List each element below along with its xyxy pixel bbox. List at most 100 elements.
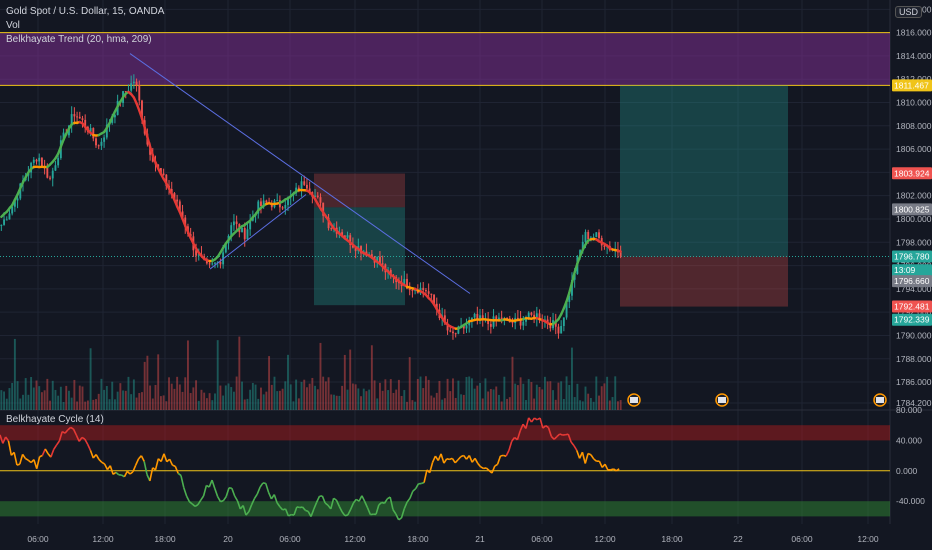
volume-bar xyxy=(552,390,554,410)
volume-legend[interactable]: Vol xyxy=(6,20,20,31)
volume-bar xyxy=(203,392,206,410)
cycle-segment xyxy=(103,463,109,470)
candle-body xyxy=(262,200,265,207)
cycle-segment xyxy=(264,483,270,493)
volume-bar xyxy=(46,378,49,410)
volume-bar xyxy=(270,384,273,410)
volume-bar xyxy=(560,381,563,410)
cycle-segment xyxy=(236,500,242,510)
candle-body xyxy=(216,261,219,263)
long-stop-box xyxy=(620,256,788,307)
cycle-segment xyxy=(185,495,191,503)
price-label-box xyxy=(892,203,932,216)
volume-bar xyxy=(76,401,79,410)
price-tick-label: 1800.000 xyxy=(896,214,932,224)
candle-body xyxy=(598,232,600,239)
cycle-segment xyxy=(33,459,38,469)
volume-bar xyxy=(284,381,287,410)
time-tick-label: 12:00 xyxy=(594,534,616,544)
volume-bar xyxy=(273,376,276,410)
candle-body xyxy=(560,325,563,334)
volume-bar xyxy=(484,378,487,410)
volume-bar xyxy=(132,379,135,410)
volume-bar xyxy=(598,395,600,410)
cycle-segment xyxy=(556,433,561,438)
candle-body xyxy=(470,317,473,321)
volume-bar xyxy=(111,381,114,410)
cycle-segment xyxy=(231,487,236,497)
price-label-box xyxy=(892,275,932,288)
price-label-box xyxy=(892,264,932,277)
cycle-segment xyxy=(587,452,592,456)
volume-bar xyxy=(68,390,70,410)
cycle-segment xyxy=(519,423,524,432)
candle-body xyxy=(554,320,557,327)
cycle-segment xyxy=(590,454,595,460)
volume-bar xyxy=(268,356,271,410)
volume-bar xyxy=(127,376,130,410)
candle-body xyxy=(430,293,433,295)
cycle-tick-label: 40.000 xyxy=(896,435,922,445)
volume-bar xyxy=(395,389,398,410)
candle-body xyxy=(562,317,565,326)
volume-bar xyxy=(333,394,335,410)
cycle-segment xyxy=(530,417,536,423)
time-tick-label: 06:00 xyxy=(279,534,301,544)
candle-body xyxy=(214,262,216,264)
volume-bar xyxy=(16,381,19,410)
volume-bar xyxy=(287,354,289,410)
volume-bar xyxy=(557,382,560,410)
cycle-segment xyxy=(217,496,222,503)
volume-bar xyxy=(322,376,325,410)
candle-body xyxy=(349,235,352,245)
trend-indicator-legend[interactable]: Belkhayate Trend (20, hma, 209) xyxy=(6,34,152,45)
cycle-segment xyxy=(347,509,352,516)
trend-segment xyxy=(570,271,576,284)
candle-body xyxy=(235,221,238,225)
candle-body xyxy=(132,81,135,84)
volume-bar xyxy=(19,398,22,410)
trend-segment xyxy=(140,117,146,129)
cycle-segment xyxy=(366,507,372,515)
price-tick-label: 1794.000 xyxy=(896,284,932,294)
cycle-segment xyxy=(115,471,120,476)
cycle-segment xyxy=(75,434,80,442)
cycle-segment xyxy=(78,436,83,442)
volume-bar xyxy=(568,384,571,410)
volume-bar xyxy=(192,387,195,410)
trend-segment xyxy=(181,217,187,228)
cycle-segment xyxy=(412,488,417,492)
volume-bar xyxy=(416,378,419,410)
candle-body xyxy=(243,227,246,240)
candle-body xyxy=(619,252,622,257)
cycle-segment xyxy=(95,454,100,460)
volume-bar xyxy=(465,376,468,410)
trend-segment xyxy=(148,145,154,157)
position-stop-box xyxy=(314,173,405,208)
volume-bar xyxy=(57,395,60,410)
cycle-segment xyxy=(338,506,343,513)
volume-bar xyxy=(368,389,371,410)
trend-segment xyxy=(135,102,141,112)
cycle-segment xyxy=(288,513,292,517)
volume-bar xyxy=(414,401,417,410)
candle-body xyxy=(92,128,95,139)
volume-bar xyxy=(278,390,281,410)
candle-body xyxy=(346,235,349,238)
currency-button[interactable]: USD xyxy=(894,6,922,18)
cycle-indicator-legend[interactable]: Belkhayate Cycle (14) xyxy=(6,414,104,425)
candle-body xyxy=(113,114,116,118)
trend-segment xyxy=(565,291,571,303)
cycle-segment xyxy=(474,457,479,464)
price-label-text: 1811.467 xyxy=(894,80,929,90)
volume-bar xyxy=(430,395,433,410)
volume-bar xyxy=(392,392,395,410)
symbol-title[interactable]: Gold Spot / U.S. Dollar, 15, OANDA xyxy=(6,6,165,17)
volume-bar xyxy=(70,397,73,410)
trend-segment xyxy=(151,153,157,164)
cycle-segment xyxy=(222,496,227,502)
cycle-segment xyxy=(13,452,18,466)
cycle-segment xyxy=(395,513,400,521)
volume-bar xyxy=(543,376,546,410)
